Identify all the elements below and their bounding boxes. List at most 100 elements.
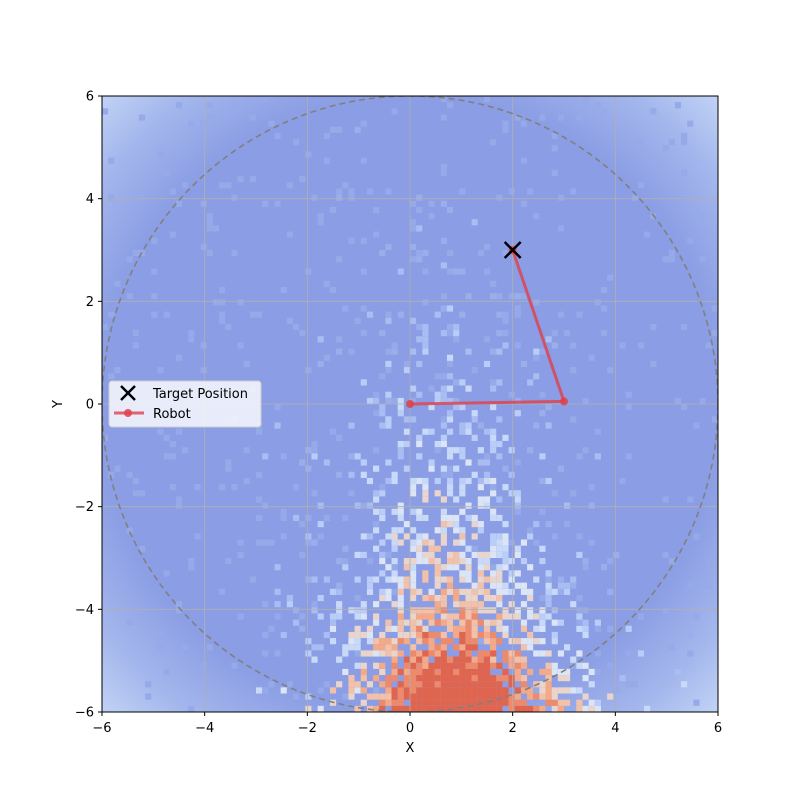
heatmap-cell bbox=[440, 293, 447, 300]
heatmap-cell bbox=[336, 607, 343, 614]
heatmap-cell bbox=[459, 558, 466, 565]
heatmap-cell bbox=[681, 681, 688, 688]
heatmap-cell bbox=[637, 342, 645, 349]
heatmap-cell bbox=[114, 367, 121, 374]
heatmap-cell bbox=[440, 262, 447, 269]
legend-target-marker bbox=[120, 385, 136, 401]
heatmap-cell bbox=[385, 311, 392, 318]
heatmap-cell bbox=[416, 551, 423, 558]
heatmap-cell bbox=[434, 693, 441, 700]
heatmap-cell bbox=[687, 582, 694, 589]
heatmap-cell bbox=[440, 607, 447, 614]
heatmap-cell bbox=[471, 693, 478, 700]
heatmap-cell bbox=[446, 564, 454, 571]
heatmap-cell bbox=[317, 705, 324, 712]
heatmap-cell bbox=[434, 373, 441, 380]
heatmap-cell bbox=[360, 157, 367, 164]
heatmap-cell bbox=[373, 601, 380, 608]
heatmap-cell bbox=[527, 668, 534, 676]
heatmap-cell bbox=[428, 644, 435, 651]
heatmap-cell bbox=[545, 570, 552, 577]
heatmap-cell bbox=[465, 668, 472, 676]
heatmap-cell bbox=[256, 496, 263, 503]
heatmap-cell bbox=[373, 687, 380, 694]
heatmap-cell bbox=[508, 613, 515, 620]
heatmap-cell bbox=[434, 607, 441, 614]
heatmap-cell bbox=[262, 502, 269, 509]
heatmap-cell bbox=[366, 533, 374, 540]
heatmap-cell bbox=[428, 465, 435, 472]
heatmap-cell bbox=[434, 545, 441, 552]
heatmap-cell bbox=[514, 459, 521, 466]
heatmap-cell bbox=[342, 305, 349, 312]
heatmap-cell bbox=[366, 502, 374, 509]
heatmap-cell bbox=[576, 662, 583, 669]
heatmap-cell bbox=[305, 576, 312, 583]
heatmap-cell bbox=[477, 502, 484, 509]
heatmap-cell bbox=[557, 465, 564, 472]
heatmap-cell bbox=[625, 650, 632, 657]
heatmap-cell bbox=[274, 613, 281, 620]
heatmap-cell bbox=[570, 490, 577, 497]
heatmap-cell bbox=[440, 619, 447, 626]
heatmap-cell bbox=[527, 594, 534, 602]
heatmap-cell bbox=[422, 638, 429, 645]
heatmap-cell bbox=[391, 625, 398, 632]
heatmap-cell bbox=[274, 601, 281, 608]
heatmap-cell bbox=[428, 693, 435, 700]
heatmap-cell bbox=[483, 459, 491, 466]
heatmap-cell bbox=[410, 527, 417, 534]
heatmap-cell bbox=[336, 613, 343, 620]
heatmap-cell bbox=[360, 330, 367, 337]
heatmap-cell bbox=[508, 601, 515, 608]
heatmap-cell bbox=[570, 367, 577, 374]
heatmap-cell bbox=[132, 330, 139, 337]
heatmap-cell bbox=[385, 317, 392, 324]
heatmap-cell bbox=[459, 625, 466, 632]
heatmap-cell bbox=[520, 644, 528, 651]
heatmap-cell bbox=[471, 601, 478, 608]
heatmap-cell bbox=[545, 681, 552, 688]
heatmap-cell bbox=[465, 656, 472, 663]
heatmap-cell bbox=[514, 613, 521, 620]
heatmap-cell bbox=[551, 699, 558, 706]
heatmap-cell bbox=[539, 687, 546, 694]
heatmap-cell bbox=[576, 705, 583, 712]
heatmap-cell bbox=[385, 638, 392, 645]
heatmap-cell bbox=[434, 440, 441, 448]
heatmap-cell bbox=[416, 607, 423, 614]
heatmap-cell bbox=[262, 539, 269, 546]
heatmap-cell bbox=[422, 484, 429, 491]
heatmap-cell bbox=[416, 668, 423, 676]
heatmap-cell bbox=[453, 644, 460, 651]
heatmap-cell bbox=[440, 163, 447, 170]
heatmap-cell bbox=[391, 108, 398, 115]
heatmap-cell bbox=[440, 687, 447, 694]
heatmap-cell bbox=[502, 687, 509, 694]
heatmap-cell bbox=[699, 397, 706, 404]
heatmap-cell bbox=[496, 330, 503, 337]
heatmap-cell bbox=[453, 693, 460, 700]
heatmap-cell bbox=[576, 607, 583, 614]
heatmap-cell bbox=[410, 200, 417, 207]
heatmap-cell bbox=[397, 699, 404, 706]
heatmap-cell bbox=[576, 687, 583, 694]
heatmap-cell bbox=[502, 250, 509, 257]
heatmap-cell bbox=[446, 471, 454, 478]
heatmap-cell bbox=[373, 465, 380, 472]
heatmap-cell bbox=[336, 336, 343, 343]
heatmap-cell bbox=[151, 268, 158, 275]
heatmap-cell bbox=[428, 551, 435, 558]
heatmap-cell bbox=[188, 336, 195, 343]
heatmap-cell bbox=[483, 662, 491, 669]
heatmap-cell bbox=[440, 416, 447, 423]
heatmap-cell bbox=[471, 551, 478, 558]
heatmap-cell bbox=[342, 564, 349, 571]
heatmap-cell bbox=[483, 625, 491, 632]
heatmap-cell bbox=[440, 631, 447, 639]
heatmap-cell bbox=[446, 662, 454, 669]
heatmap-cell bbox=[453, 687, 460, 694]
heatmap-cell bbox=[366, 638, 374, 645]
heatmap-cell bbox=[403, 631, 410, 639]
heatmap-cell bbox=[379, 422, 386, 429]
